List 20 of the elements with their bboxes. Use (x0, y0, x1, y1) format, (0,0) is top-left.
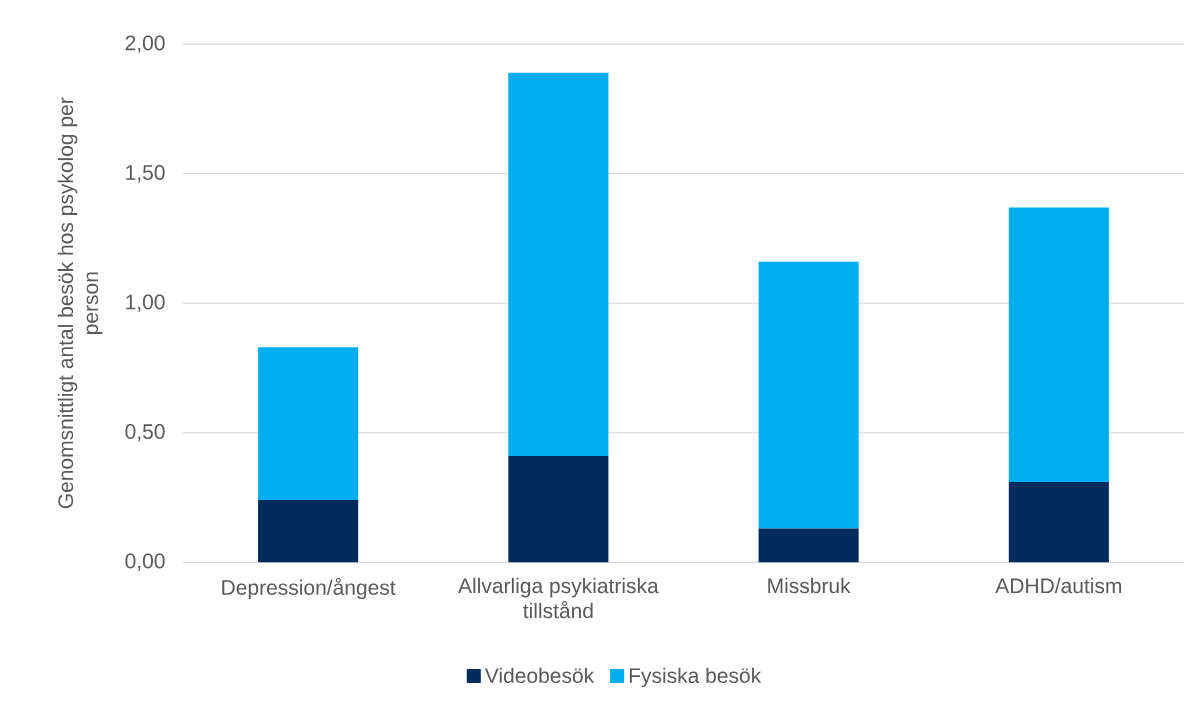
y-tick-label: 1,00 (126, 294, 165, 312)
bar (258, 500, 359, 563)
y-tick-label: 2,00 (125, 35, 165, 53)
x-tick-label: ADHD/autism (995, 577, 1122, 594)
bar (758, 261, 859, 529)
y-tick-label: 0,50 (125, 424, 165, 442)
bar (758, 528, 859, 563)
y-tick-label: 1,50 (126, 165, 165, 183)
y-axis-title: Genomsnittligt antal besök hos psykolog per person (57, 97, 103, 509)
bar (1008, 207, 1109, 482)
x-tick-label: Missbruk (768, 577, 851, 594)
y-tick-label: 0,00 (125, 553, 165, 571)
x-tick-label: Allvarliga psykiatriska tillstånd (458, 577, 659, 619)
bar (508, 72, 609, 457)
bar (508, 456, 609, 563)
x-tick-label: Depression/ångest (222, 577, 396, 600)
bar (1008, 481, 1109, 563)
legend-label: Videobesök (484, 667, 595, 684)
bar (258, 347, 359, 501)
legend-label: Fysiska besök (629, 667, 762, 688)
